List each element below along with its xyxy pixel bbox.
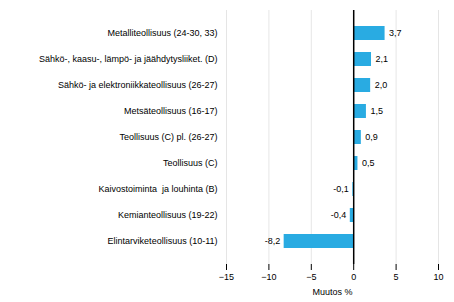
svg-text:Kemianteollisuus (19-22): Kemianteollisuus (19-22) — [118, 210, 218, 220]
svg-text:Sähkö- ja elektroniikkateollis: Sähkö- ja elektroniikkateollisuus (26-27… — [58, 80, 218, 90]
svg-text:Sähkö-, kaasu-, lämpö- ja jääh: Sähkö-, kaasu-, lämpö- ja jäähdytysliike… — [39, 54, 218, 64]
svg-text:-0,4: -0,4 — [331, 210, 347, 220]
svg-text:Teollisuus (C): Teollisuus (C) — [163, 158, 218, 168]
svg-text:Metsäteollisuus (16-17): Metsäteollisuus (16-17) — [124, 106, 218, 116]
svg-text:3,7: 3,7 — [389, 28, 402, 38]
svg-text:2,1: 2,1 — [376, 54, 389, 64]
svg-text:Teollisuus (C) pl. (26-27): Teollisuus (C) pl. (26-27) — [119, 132, 217, 142]
svg-text:2,0: 2,0 — [375, 80, 388, 90]
svg-text:−15: −15 — [219, 272, 234, 282]
svg-text:0,9: 0,9 — [365, 132, 378, 142]
svg-text:-8,2: -8,2 — [265, 236, 281, 246]
svg-text:10: 10 — [433, 272, 443, 282]
svg-text:5: 5 — [394, 272, 399, 282]
svg-text:0: 0 — [351, 272, 356, 282]
svg-text:Muutos %: Muutos % — [312, 287, 352, 297]
svg-text:−5: −5 — [306, 272, 316, 282]
svg-text:Kaivostoiminta ja louhinta (B: Kaivostoiminta ja louhinta (B) — [98, 184, 217, 194]
svg-text:−10: −10 — [261, 272, 276, 282]
svg-text:1,5: 1,5 — [370, 106, 383, 116]
svg-text:Metalliteollisuus (24-30, 33): Metalliteollisuus (24-30, 33) — [107, 28, 217, 38]
svg-text:0,5: 0,5 — [362, 158, 375, 168]
svg-text:Elintarviketeollisuus (10-11): Elintarviketeollisuus (10-11) — [108, 236, 218, 246]
svg-text:-0,1: -0,1 — [333, 184, 349, 194]
